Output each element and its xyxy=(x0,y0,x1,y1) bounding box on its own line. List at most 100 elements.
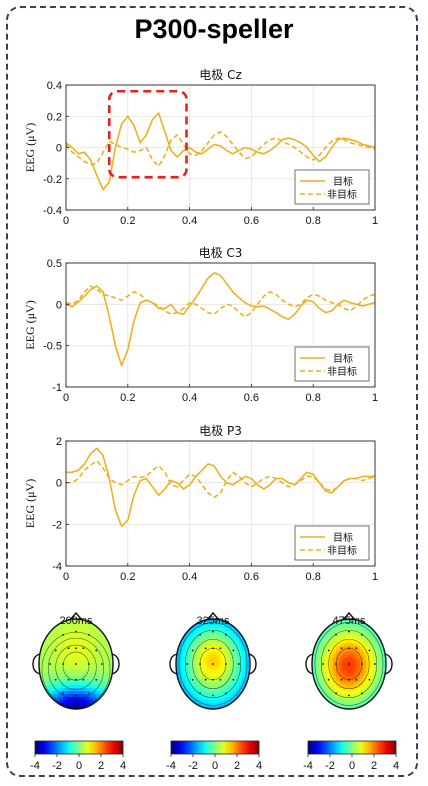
electrode-dot xyxy=(348,663,350,665)
heat-cell xyxy=(200,640,204,644)
heat-cell xyxy=(327,640,331,644)
heat-cell xyxy=(209,628,213,632)
heat-cell xyxy=(348,637,352,641)
heat-cell xyxy=(57,649,61,653)
heat-cell xyxy=(72,640,76,644)
heat-cell xyxy=(318,670,322,674)
heat-cell xyxy=(366,649,370,653)
heat-cell xyxy=(209,625,213,629)
heat-cell xyxy=(363,652,367,656)
heat-cell xyxy=(342,634,346,638)
heat-cell xyxy=(327,670,331,674)
heat-cell xyxy=(203,703,207,707)
heat-cell xyxy=(354,667,358,671)
colorbar-tick-label: -4 xyxy=(303,760,313,772)
heat-cell xyxy=(212,637,216,641)
heat-cell xyxy=(90,691,94,695)
heat-cell xyxy=(176,652,180,656)
heat-cell xyxy=(363,631,367,635)
heat-cell xyxy=(321,676,325,680)
heat-cell xyxy=(96,646,100,650)
heat-cell xyxy=(212,634,216,638)
heat-cell xyxy=(224,670,228,674)
heat-cell xyxy=(69,688,73,692)
heat-cell xyxy=(315,667,319,671)
heat-cell xyxy=(375,652,379,656)
heat-cell xyxy=(354,670,358,674)
heat-cell xyxy=(54,670,58,674)
heat-cell xyxy=(87,670,91,674)
heat-cell xyxy=(339,691,343,695)
heat-cell xyxy=(321,658,325,662)
heat-cell xyxy=(63,673,67,677)
heat-cell xyxy=(218,622,222,626)
heat-cell xyxy=(315,655,319,659)
heat-cell xyxy=(372,637,376,641)
heat-cell xyxy=(212,664,216,668)
heat-cell xyxy=(51,670,55,674)
heat-cell xyxy=(363,658,367,662)
heat-cell xyxy=(333,625,337,629)
heat-cell xyxy=(90,694,94,698)
heat-cell xyxy=(197,625,201,629)
heat-cell xyxy=(182,655,186,659)
x-tick-label: 0.2 xyxy=(120,392,135,404)
heat-cell xyxy=(351,673,355,677)
heat-cell xyxy=(336,685,340,689)
heat-cell xyxy=(206,652,210,656)
heat-cell xyxy=(330,646,334,650)
heat-cell xyxy=(339,703,343,707)
colorbar-ramp xyxy=(307,740,397,755)
heat-cell xyxy=(72,700,76,704)
heat-cell xyxy=(203,658,207,662)
heat-cell xyxy=(333,685,337,689)
y-tick-label: -4 xyxy=(52,561,62,573)
heat-cell xyxy=(188,646,192,650)
electrode-dot xyxy=(199,692,201,695)
heat-cell xyxy=(342,640,346,644)
heat-cell xyxy=(366,685,370,689)
heat-cell xyxy=(60,682,64,686)
heat-cell xyxy=(345,673,349,677)
heat-cell xyxy=(372,694,376,698)
heat-cell xyxy=(230,667,234,671)
heat-cell xyxy=(90,676,94,680)
heat-cell xyxy=(363,637,367,641)
heat-cell xyxy=(90,625,94,629)
heat-cell xyxy=(203,673,207,677)
heat-cell xyxy=(203,670,207,674)
heat-cell xyxy=(212,706,216,709)
heat-cell xyxy=(45,685,49,689)
heat-cell xyxy=(191,652,195,656)
heat-cell xyxy=(354,628,358,632)
heat-cell xyxy=(81,640,85,644)
heat-cell xyxy=(233,661,237,665)
heat-cell xyxy=(42,667,46,671)
heat-cell xyxy=(182,664,186,668)
heat-cell xyxy=(360,670,364,674)
heat-cell xyxy=(366,658,370,662)
heat-cell xyxy=(45,643,49,647)
heat-cell xyxy=(81,679,85,683)
heat-cell xyxy=(57,697,61,701)
heat-cell xyxy=(218,685,222,689)
topomap-heat xyxy=(176,619,250,709)
electrode-dot xyxy=(348,647,350,650)
heat-cell xyxy=(339,640,343,644)
topomap-2: 325ms xyxy=(169,611,257,710)
heat-cell xyxy=(218,697,222,701)
heat-cell xyxy=(42,673,46,677)
heat-cell xyxy=(81,658,85,662)
heat-cell xyxy=(212,631,216,635)
heat-cell xyxy=(324,634,328,638)
heat-cell xyxy=(339,646,343,650)
right-ear xyxy=(111,653,120,675)
heat-cell xyxy=(330,643,334,647)
heat-cell xyxy=(324,637,328,641)
electrode-dot xyxy=(54,678,57,681)
heat-cell xyxy=(69,676,73,680)
heat-cell xyxy=(197,649,201,653)
heat-cell xyxy=(185,670,189,674)
heat-cell xyxy=(75,631,79,635)
heat-cell xyxy=(96,643,100,647)
